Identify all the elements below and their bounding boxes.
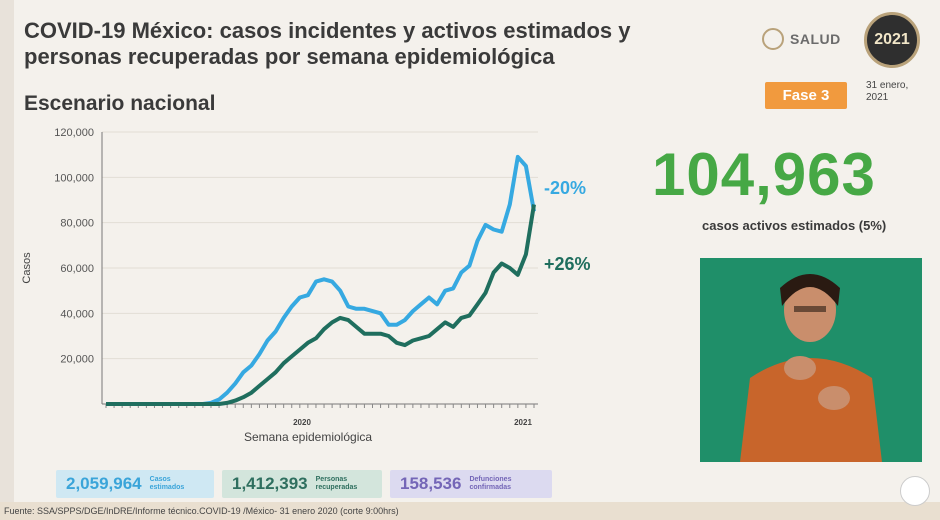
gobierno-mexico-icon — [900, 476, 930, 506]
blue-series-change: -20% — [544, 178, 586, 198]
summary-deaths-label1: Defunciones — [469, 476, 512, 483]
y-tick-label: 80,000 — [60, 218, 94, 230]
y-axis-ticks: 120,000 100,000 80,000 60,000 40,000 20,000 — [54, 127, 94, 366]
y-tick-label: 60,000 — [60, 263, 94, 275]
sign-language-interpreter — [700, 258, 922, 462]
chart-series — [106, 154, 536, 406]
source-footer: Fuente: SSA/SPPS/DGE/InDRE/Informe técni… — [0, 502, 940, 520]
year-seal-text: 2021 — [874, 31, 910, 48]
y-tick-label: 120,000 — [54, 127, 94, 139]
report-date-line2: 2021 — [866, 92, 889, 103]
salud-logo-text: SALUD — [790, 31, 841, 47]
active-cases-number: 104,963 — [652, 141, 876, 208]
summary-estimated-cases: 2,059,964 Casos estimados — [56, 470, 214, 498]
y-tick-label: 40,000 — [60, 308, 94, 320]
covid-line-chart: 120,000 100,000 80,000 60,000 40,000 20,000 C… — [21, 127, 591, 444]
interpreter-figure-icon — [700, 258, 922, 462]
y-tick-label: 20,000 — [60, 354, 94, 366]
summary-estimated-cases-label: Casos estimados — [150, 476, 185, 492]
page-subtitle: Escenario nacional — [24, 92, 216, 115]
summary-deaths-label: Defunciones confirmadas — [469, 476, 511, 492]
x-axis-label: Semana epidemiológica — [244, 430, 372, 444]
series-line-active-recovered — [106, 204, 536, 406]
active-cases-label: casos activos estimados (5%) — [702, 218, 887, 233]
y-axis-label: Casos — [21, 252, 33, 284]
summary-recovered-label2: recuperadas — [315, 484, 358, 491]
summary-estimated-cases-value: 2,059,964 — [66, 474, 142, 493]
summary-recovered: 1,412,393 Personas recuperadas — [222, 470, 382, 498]
summary-estimated-cases-label2: estimados — [149, 484, 185, 491]
summary-recovered-label1: Personas — [315, 476, 348, 483]
left-decoration — [0, 0, 14, 520]
salud-seal-icon — [762, 28, 784, 50]
page-title: COVID-19 México: casos incidentes y acti… — [24, 18, 631, 69]
summary-deaths-label2: confirmadas — [469, 484, 512, 491]
phase-badge: Fase 3 — [765, 82, 847, 109]
report-date-line1: 31 enero, — [866, 80, 909, 91]
report-date: 31 enero, 2021 — [866, 80, 908, 104]
chart-grid — [102, 131, 538, 360]
summary-estimated-cases-label1: Casos — [149, 476, 171, 483]
year-seal-icon: 2021 — [864, 12, 920, 68]
year-label-2020: 2020 — [293, 418, 311, 427]
summary-recovered-label: Personas recuperadas — [316, 476, 358, 492]
series-line-estimated-cases — [106, 154, 536, 406]
green-series-change: +26% — [544, 254, 591, 274]
year-label-2021: 2021 — [514, 418, 532, 427]
y-tick-label: 100,000 — [54, 172, 94, 184]
salud-logo: SALUD — [762, 28, 841, 50]
summary-deaths-value: 158,536 — [400, 474, 462, 493]
summary-deaths: 158,536 Defunciones confirmadas — [390, 470, 552, 498]
summary-recovered-value: 1,412,393 — [232, 474, 308, 493]
